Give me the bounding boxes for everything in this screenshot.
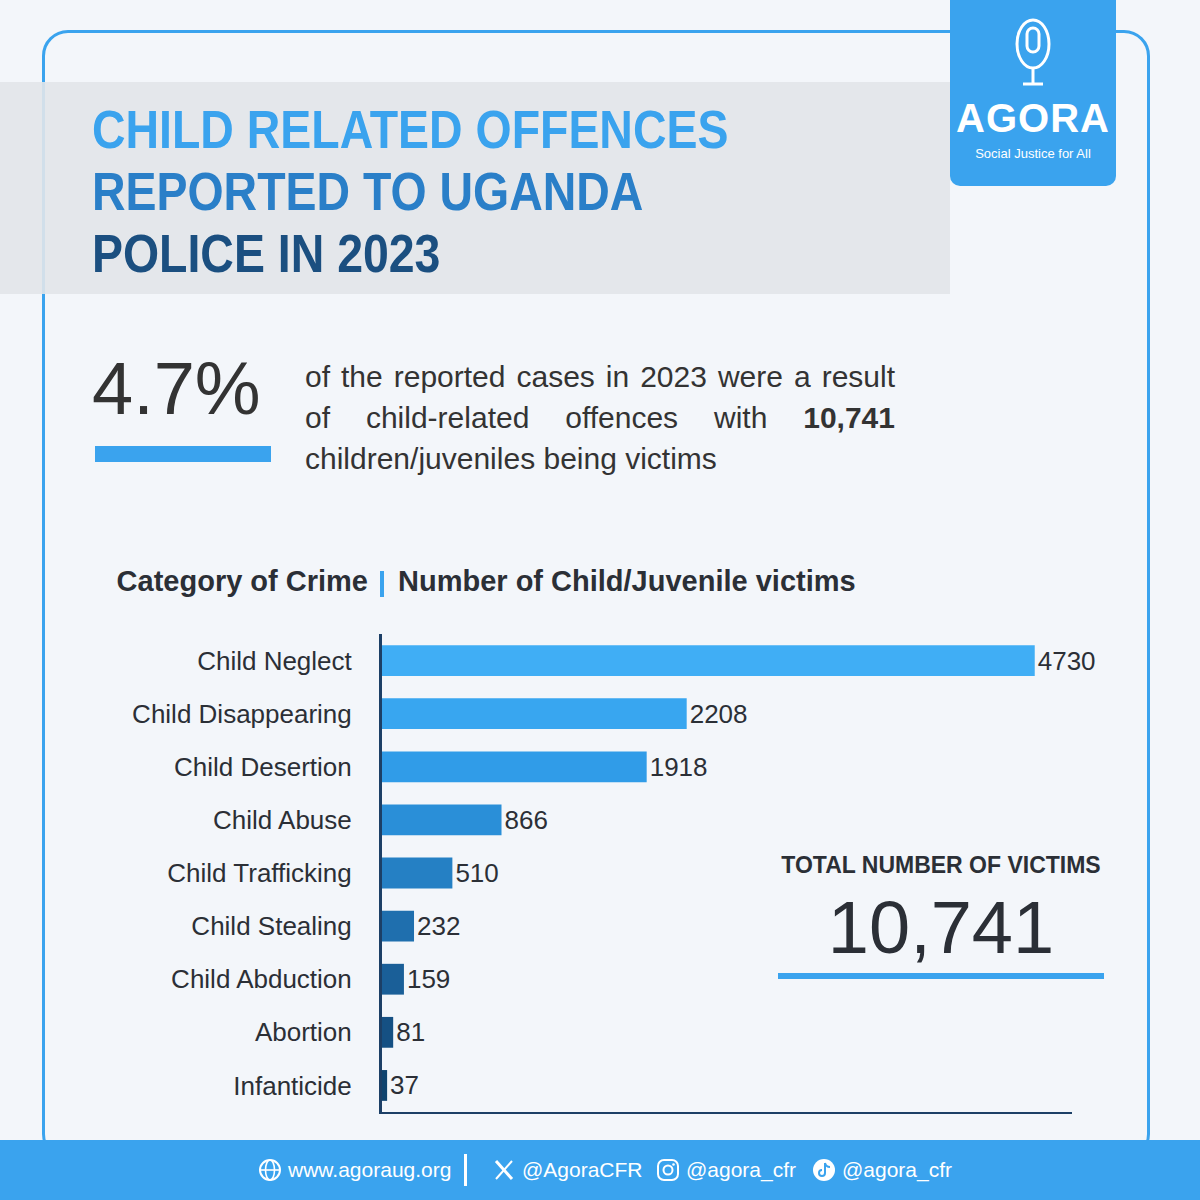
html-text:REPORTED TO UGANDA: REPORTED TO UGANDA xyxy=(92,161,644,221)
svg-text:2208: 2208 xyxy=(690,699,748,729)
svg-text:Child Abuse: Child Abuse xyxy=(213,805,352,835)
html-text:@agora_cfr: @agora_cfr xyxy=(842,1158,952,1181)
html-text:children/juveniles being victi: children/juveniles being victims xyxy=(305,442,717,475)
svg-text:Child Abduction: Child Abduction xyxy=(171,964,352,994)
html-text:of the reported cases in 2023: of the reported cases in 2023 were a res… xyxy=(305,360,895,434)
svg-text:510: 510 xyxy=(455,858,498,888)
html-text:POLICE IN 2023: POLICE IN 2023 xyxy=(92,223,441,283)
svg-text:159: 159 xyxy=(407,964,450,994)
svg-text:Child Trafficking: Child Trafficking xyxy=(167,858,352,888)
html-text:Number of Child/Juvenile victi: Number of Child/Juvenile victims xyxy=(398,565,856,597)
html-text:TOTAL NUMBER OF VICTIMS: TOTAL NUMBER OF VICTIMS xyxy=(781,852,1101,878)
svg-text:Infanticide: Infanticide xyxy=(233,1071,352,1101)
svg-text:37: 37 xyxy=(390,1070,419,1100)
html-text:@AgoraCFR: @AgoraCFR xyxy=(522,1158,643,1181)
html-text:Social Justice for All: Social Justice for All xyxy=(975,146,1091,161)
html-text:10,741: 10,741 xyxy=(827,886,1055,969)
html-text:Category of Crime: Category of Crime xyxy=(116,565,368,597)
svg-text:Child Disappearing: Child Disappearing xyxy=(132,699,352,729)
html-text:4.7%: 4.7% xyxy=(92,347,261,430)
svg-text:Abortion: Abortion xyxy=(255,1017,352,1047)
svg-text:Child Stealing: Child Stealing xyxy=(191,911,351,941)
svg-text:Child Desertion: Child Desertion xyxy=(174,752,352,782)
svg-text:866: 866 xyxy=(505,805,548,835)
html-text:@agora_cfr: @agora_cfr xyxy=(686,1158,796,1181)
svg-text:Child Neglect: Child Neglect xyxy=(197,646,352,676)
svg-text:81: 81 xyxy=(396,1017,425,1047)
svg-text:232: 232 xyxy=(417,911,460,941)
svg-text:4730: 4730 xyxy=(1038,646,1096,676)
svg-text:1918: 1918 xyxy=(650,752,708,782)
html-text:www.agoraug.org: www.agoraug.org xyxy=(288,1158,452,1181)
html-text:CHILD RELATED OFFENCES: CHILD RELATED OFFENCES xyxy=(92,99,729,159)
html-text:AGORA: AGORA xyxy=(956,96,1110,140)
